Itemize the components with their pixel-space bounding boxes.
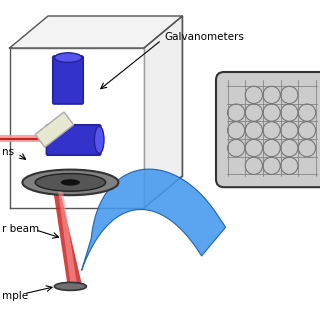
Ellipse shape (35, 173, 106, 191)
FancyBboxPatch shape (53, 56, 83, 104)
Polygon shape (10, 16, 182, 48)
Text: mple: mple (2, 291, 28, 301)
Text: r beam: r beam (2, 224, 39, 234)
Polygon shape (35, 112, 74, 147)
Polygon shape (58, 187, 77, 283)
Polygon shape (82, 169, 226, 270)
Text: Galvanometers: Galvanometers (165, 32, 245, 42)
Polygon shape (144, 16, 182, 208)
Text: ns: ns (2, 147, 14, 157)
Polygon shape (0, 135, 53, 142)
Ellipse shape (94, 126, 104, 154)
FancyBboxPatch shape (216, 72, 320, 187)
Ellipse shape (54, 283, 86, 291)
Ellipse shape (22, 170, 118, 195)
Ellipse shape (61, 179, 80, 186)
Ellipse shape (55, 53, 82, 62)
FancyBboxPatch shape (46, 125, 101, 155)
Polygon shape (53, 187, 82, 283)
